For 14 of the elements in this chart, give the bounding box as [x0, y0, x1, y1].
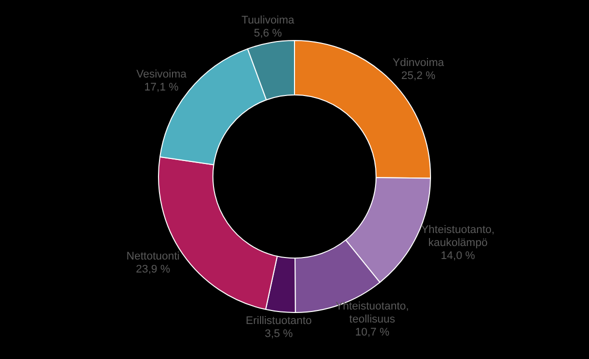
slice-label: Erillistuotanto: [246, 315, 312, 328]
data-label: 14,0 %: [440, 250, 476, 262]
data-label: 17,1 %: [144, 81, 179, 94]
slice-label: Nettotuonti: [126, 250, 180, 263]
slice-label: Tuulivoima: [242, 14, 296, 26]
data-label: 3,5 %: [264, 328, 294, 340]
data-label: 23,9 %: [136, 264, 170, 276]
data-label: 10,7 %: [355, 326, 390, 339]
slice-label: Vesivoima: [136, 68, 188, 80]
slice-label: Ydinvoima: [392, 57, 445, 70]
data-label: 25,2 %: [401, 70, 436, 82]
slice-label: Yhteistuotanto, kaukolämpö: [421, 224, 495, 249]
data-label: 5,6 %: [254, 27, 282, 40]
slice-label: Yhteistuotanto, teollisuus: [336, 300, 409, 326]
